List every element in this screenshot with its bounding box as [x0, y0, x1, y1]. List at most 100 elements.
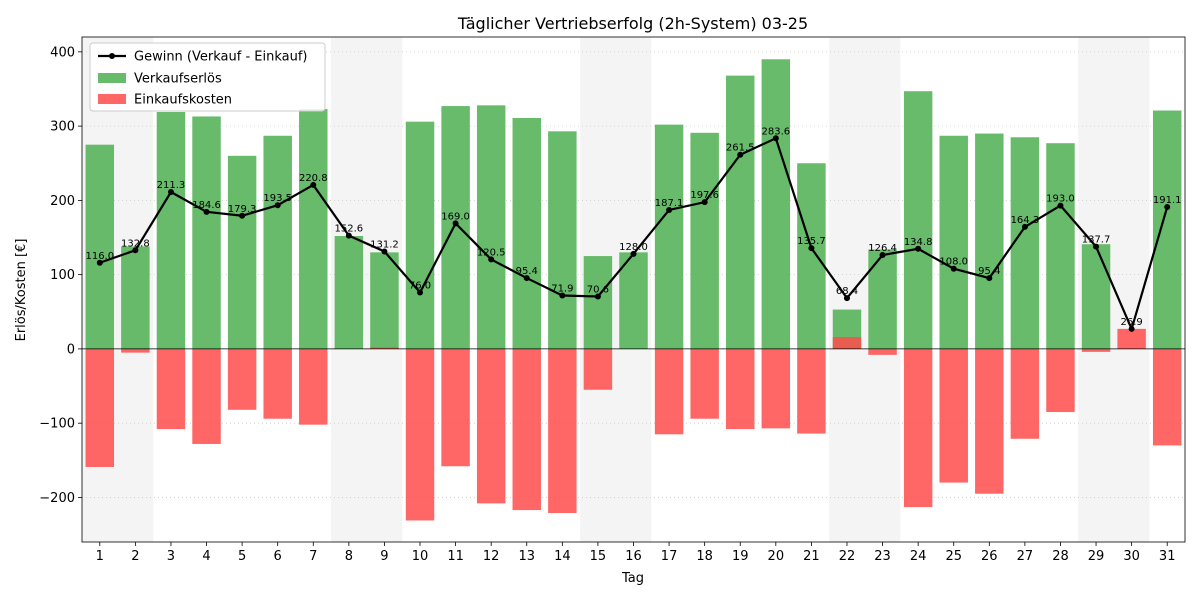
revenue-bar — [476, 105, 506, 349]
revenue-bar — [548, 131, 577, 349]
x-tick-label: 3 — [167, 549, 175, 564]
profit-point — [310, 181, 317, 188]
x-tick-label: 17 — [661, 549, 678, 564]
x-tick-label: 2 — [131, 549, 139, 564]
revenue-bar — [334, 236, 364, 349]
revenue-bar — [939, 135, 968, 349]
cost-bar — [832, 337, 862, 349]
cost-bar — [192, 348, 221, 444]
profit-point — [345, 232, 352, 239]
data-label: 193.5 — [263, 193, 292, 204]
cost-bar — [1117, 328, 1146, 349]
cost-bar — [939, 348, 968, 483]
cost-bar — [512, 348, 541, 511]
data-label: 261.5 — [726, 143, 755, 154]
profit-point — [1057, 202, 1064, 209]
data-label: 71.9 — [551, 284, 573, 295]
y-tick-label: −100 — [39, 417, 75, 432]
data-label: 137.7 — [1082, 235, 1111, 246]
profit-point — [203, 208, 210, 215]
cost-bar — [370, 347, 399, 349]
profit-point — [843, 295, 850, 302]
chart-title: Täglicher Vertriebserfolg (2h-System) 03… — [457, 14, 808, 33]
revenue-bar — [512, 117, 541, 349]
cost-bar — [726, 348, 755, 430]
cost-bar — [690, 348, 719, 419]
data-label: 68.4 — [836, 286, 858, 297]
data-label: 169.0 — [441, 211, 470, 222]
profit-point — [879, 252, 886, 259]
x-tick-label: 25 — [945, 549, 962, 564]
revenue-bar — [619, 252, 648, 349]
revenue-bar — [263, 135, 292, 349]
cost-bar — [1046, 348, 1075, 413]
cost-bar — [903, 348, 933, 508]
data-label: 193.0 — [1046, 194, 1075, 205]
x-tick-label: 27 — [1017, 549, 1034, 564]
cost-bar — [761, 348, 791, 429]
legend: Gewinn (Verkauf - Einkauf) Verkaufserlös E… — [89, 42, 326, 112]
cost-bar — [548, 348, 577, 514]
revenue-bar — [1081, 244, 1111, 349]
x-tick-label: 29 — [1088, 549, 1105, 564]
revenue-bar — [975, 133, 1004, 349]
legend-swatch — [98, 73, 126, 83]
y-tick-label: 0 — [67, 342, 75, 357]
data-label: 220.8 — [299, 173, 328, 184]
profit-point — [381, 248, 388, 255]
x-tick-label: 5 — [238, 549, 246, 564]
y-tick-label: 300 — [50, 120, 75, 135]
profit-point — [523, 275, 530, 282]
data-label: 134.8 — [904, 237, 933, 248]
y-axis-label: Erlös/Kosten [€] — [14, 239, 29, 342]
profit-point — [1021, 223, 1028, 230]
x-tick-label: 22 — [839, 549, 856, 564]
profit-point — [594, 293, 601, 300]
data-label: 132.8 — [121, 238, 150, 249]
cost-bar — [797, 348, 826, 434]
y-tick-label: 200 — [50, 194, 75, 209]
cost-bar — [654, 348, 684, 435]
cost-bar — [299, 348, 328, 425]
data-label: 95.4 — [516, 266, 538, 277]
data-label: 152.6 — [335, 224, 364, 235]
profit-point — [274, 202, 281, 209]
revenue-bar — [583, 256, 613, 349]
data-label: 184.6 — [192, 200, 221, 211]
legend-label: Einkaufskosten — [134, 93, 232, 108]
data-label: 197.6 — [690, 190, 719, 201]
weekend-shading — [829, 37, 865, 542]
profit-point — [96, 259, 103, 266]
legend-box — [89, 42, 326, 112]
cost-bar — [441, 348, 470, 467]
x-tick-label: 23 — [874, 549, 891, 564]
profit-point — [452, 220, 459, 227]
data-label: 116.0 — [85, 251, 114, 262]
x-tick-label: 15 — [590, 549, 607, 564]
data-label: 108.0 — [939, 257, 968, 268]
cost-bar — [583, 348, 613, 390]
revenue-bar — [690, 132, 719, 349]
profit-point — [630, 250, 637, 257]
x-tick-label: 11 — [447, 549, 464, 564]
cost-bar — [1010, 348, 1040, 439]
data-label: 26.9 — [1120, 317, 1142, 328]
profit-point — [1164, 203, 1171, 210]
data-label: 120.5 — [477, 247, 506, 258]
y-tick-label: 100 — [50, 268, 75, 283]
data-label: 211.3 — [157, 180, 186, 191]
x-tick-label: 16 — [625, 549, 642, 564]
profit-point — [167, 188, 174, 195]
revenue-bar — [405, 121, 435, 349]
revenue-bar — [299, 109, 328, 349]
revenue-bar — [797, 163, 826, 349]
profit-point — [808, 245, 815, 252]
cost-bar — [476, 348, 506, 504]
revenue-bar — [156, 112, 186, 349]
x-tick-label: 12 — [483, 549, 500, 564]
revenue-bar — [441, 106, 470, 349]
x-tick-label: 14 — [554, 549, 571, 564]
cost-bar — [156, 348, 186, 430]
profit-point — [239, 212, 246, 219]
